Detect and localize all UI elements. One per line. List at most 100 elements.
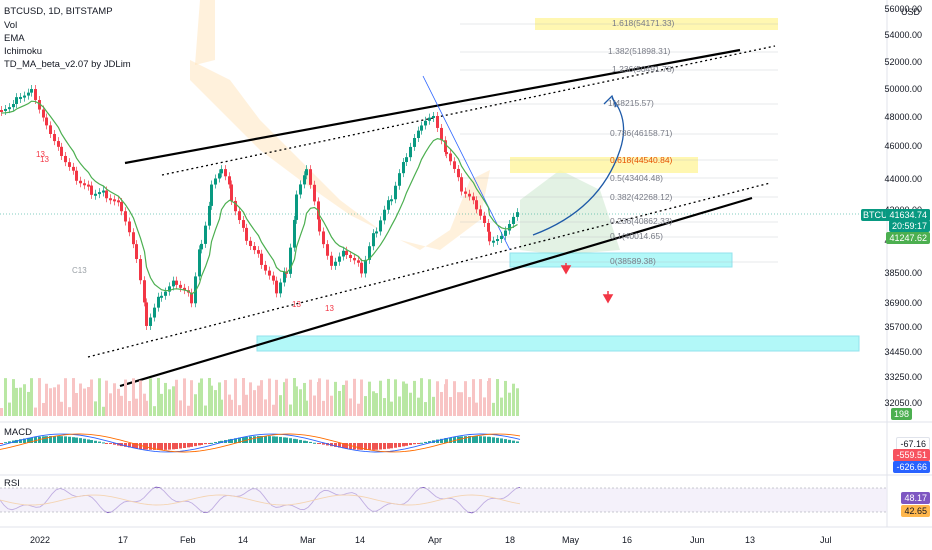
macd-bar <box>200 443 203 445</box>
price-tick: 48000.00 <box>884 112 922 122</box>
projection-arrow[interactable] <box>532 97 625 236</box>
candle <box>272 275 275 281</box>
macd-bar <box>168 443 171 450</box>
volume-bar <box>200 378 203 416</box>
channel-bottom-line[interactable] <box>119 196 753 388</box>
candle <box>27 92 30 96</box>
volume-bar <box>257 385 260 416</box>
legend-ichimoku[interactable]: Ichimoku <box>4 46 43 57</box>
candle <box>372 233 375 247</box>
candle <box>417 130 420 139</box>
volume-bar <box>238 405 241 416</box>
candle <box>504 230 507 236</box>
macd-bar <box>190 443 193 447</box>
last-price-tag: 41634.74 <box>886 209 930 221</box>
macd-bar <box>496 437 499 443</box>
price-tick: 34450.00 <box>884 347 922 357</box>
candle <box>128 221 131 233</box>
macd-bar <box>372 443 375 450</box>
candle <box>475 200 478 210</box>
macd-bar <box>394 443 397 448</box>
macd-bar <box>464 436 467 443</box>
candle <box>145 302 148 326</box>
legend-ema[interactable]: EMA <box>4 33 25 44</box>
macd-bar <box>334 443 337 447</box>
volume-bar <box>295 386 298 416</box>
candle <box>153 307 156 318</box>
candle <box>15 97 18 104</box>
macd-bar <box>83 438 86 443</box>
time-tick: 16 <box>622 535 633 545</box>
candle <box>249 240 252 247</box>
macd-bar <box>98 441 101 443</box>
macd-label[interactable]: MACD <box>4 427 32 438</box>
volume-bar <box>57 384 60 416</box>
volume-bar <box>353 378 356 416</box>
candle <box>479 209 482 216</box>
descending-trendline[interactable] <box>422 75 511 251</box>
macd-bar <box>64 436 67 443</box>
time-tick: 14 <box>355 535 366 545</box>
volume-bar <box>383 398 386 416</box>
rsi-label[interactable]: RSI <box>4 478 20 489</box>
fib-label: 1.236(50491.78) <box>612 64 675 74</box>
volume-bar <box>420 378 423 416</box>
macd-bar <box>322 443 325 445</box>
volume-bar <box>479 379 482 416</box>
candle <box>135 244 138 260</box>
macd-bar <box>279 436 282 443</box>
candle <box>453 161 456 169</box>
macd-bar <box>149 443 152 450</box>
candle <box>289 247 292 274</box>
volume-bar <box>345 380 348 416</box>
macd-bar <box>289 438 292 443</box>
volume-bar <box>508 392 511 416</box>
price-tick: 32050.00 <box>884 398 922 408</box>
price-tick: 46000.00 <box>884 141 922 151</box>
macd-bar <box>19 439 22 443</box>
macd-signal-line <box>0 433 521 453</box>
candle <box>264 264 267 271</box>
macd-bar <box>194 443 197 447</box>
volume-bar <box>90 379 93 416</box>
volume-bar <box>38 378 41 416</box>
volume-bar <box>390 401 393 416</box>
candle <box>483 215 486 223</box>
volume-bars <box>0 378 519 416</box>
volume-bar <box>234 378 237 416</box>
volume-bar <box>53 387 56 416</box>
volume-bar <box>357 403 360 416</box>
channel-mid-bottom-dotted[interactable] <box>87 182 771 358</box>
candle <box>149 317 152 326</box>
currency-label[interactable]: USD <box>900 7 920 17</box>
volume-bar <box>372 391 375 416</box>
macd-bar <box>488 436 491 443</box>
channel-top-line[interactable] <box>124 48 741 165</box>
fib-zone-0618 <box>510 157 698 173</box>
candle <box>512 216 515 224</box>
volume-bar <box>139 380 142 416</box>
time-tick: 18 <box>505 535 516 545</box>
macd-bar <box>413 443 416 445</box>
legend-td-ma[interactable]: TD_MA_beta_v2.07 by JDLim <box>4 59 131 70</box>
candle <box>318 219 321 232</box>
macd-bar <box>139 443 142 449</box>
time-tick: Feb <box>180 535 196 545</box>
legend-volume[interactable]: Vol <box>4 20 18 31</box>
volume-bar <box>72 378 75 416</box>
channel-mid-top-dotted[interactable] <box>161 45 776 176</box>
macd-bar <box>305 441 308 443</box>
symbol-title[interactable]: BTCUSD, 1D, BITSTAMP <box>4 6 113 17</box>
volume-bar <box>289 404 292 416</box>
candle <box>464 191 467 194</box>
macd-bar <box>285 437 288 443</box>
volume-bar <box>436 381 439 416</box>
fib-lines <box>460 23 778 263</box>
macd-bar <box>187 443 190 448</box>
macd-bar <box>512 440 515 443</box>
volume-bar <box>402 381 405 416</box>
volume-bar <box>98 378 101 416</box>
volume-bar <box>496 379 499 416</box>
candle <box>124 211 127 222</box>
